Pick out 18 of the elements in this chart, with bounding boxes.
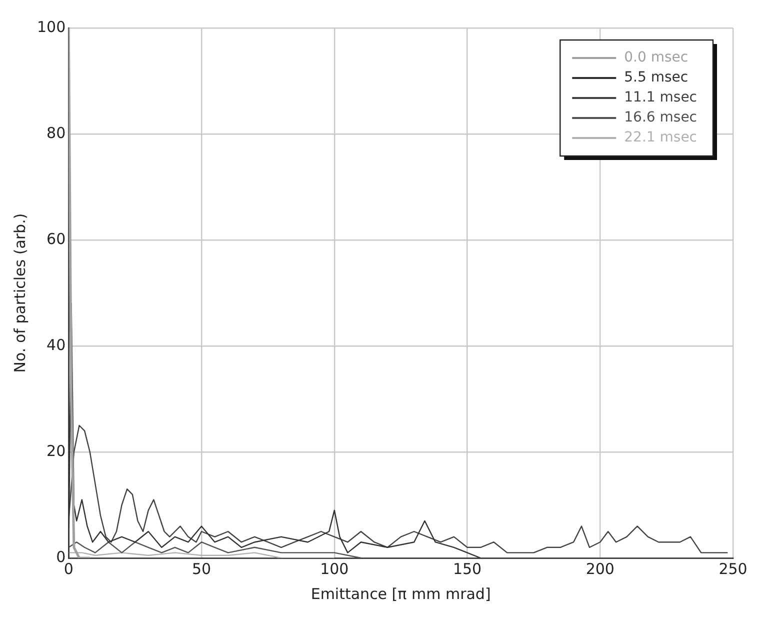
x-tick-label: 250 xyxy=(718,560,748,578)
x-tick-label: 50 xyxy=(192,560,212,578)
x-tick-label: 200 xyxy=(586,560,614,578)
y-axis-title: No. of particles (arb.) xyxy=(10,213,29,373)
y-tick-label: 20 xyxy=(46,442,66,460)
y-tick-label: 40 xyxy=(46,336,66,354)
x-axis-title: Emittance [π mm mrad] xyxy=(310,584,491,603)
y-tick-label: 60 xyxy=(46,230,66,248)
y-tick-label: 0 xyxy=(56,548,66,566)
legend-label: 16.6 msec xyxy=(624,110,698,126)
x-tick-label: 150 xyxy=(452,560,482,578)
legend-label: 11.1 msec xyxy=(624,90,698,106)
legend-label: 22.1 msec xyxy=(624,130,698,146)
y-tick-label: 80 xyxy=(46,124,66,142)
legend-label: 5.5 msec xyxy=(624,70,688,86)
y-tick-label: 100 xyxy=(36,18,66,36)
x-tick-label: 100 xyxy=(320,560,349,578)
legend-label: 0.0 msec xyxy=(624,50,688,66)
